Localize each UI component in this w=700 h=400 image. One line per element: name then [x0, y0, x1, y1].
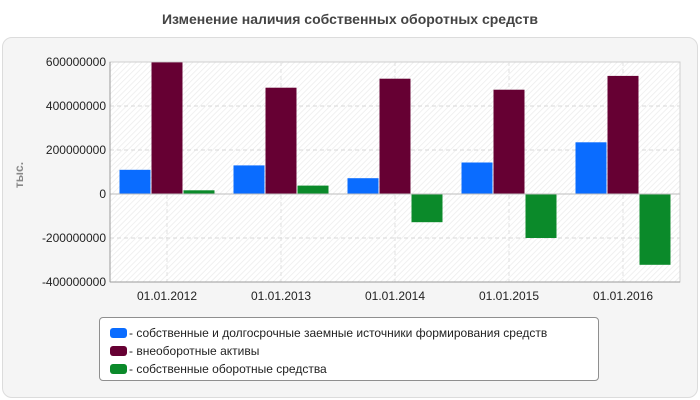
bar-s2-c3: [525, 194, 557, 238]
legend-item-sources: - собственные и долгосрочные заемные ист…: [110, 324, 588, 342]
bar-s0-c3: [461, 162, 493, 194]
legend-item-noncurrent-assets: - внеоборотные активы: [110, 342, 588, 360]
bar-s0-c1: [233, 165, 265, 194]
legend-label-working-capital: - собственные оборотные средства: [129, 362, 327, 376]
axes: [109, 62, 680, 283]
bar-s2-c0: [183, 190, 215, 194]
legend-swatch-noncurrent-assets: [110, 346, 127, 356]
bar-s1-c1: [265, 87, 297, 194]
x-tick-labels: 01.01.2012 01.01.2013 01.01.2014 01.01.2015…: [137, 289, 653, 303]
legend-label-noncurrent-assets: - внеоборотные активы: [129, 344, 260, 358]
x-tick-label-0: 01.01.2012: [137, 289, 197, 303]
legend: - собственные и долгосрочные заемные ист…: [99, 317, 599, 381]
bar-s1-c3: [493, 89, 525, 194]
bar-s0-c2: [347, 178, 379, 194]
x-tick-label-3: 01.01.2015: [479, 289, 539, 303]
bar-s2-c4: [639, 194, 671, 265]
x-tick-label-1: 01.01.2013: [251, 289, 311, 303]
bar-s1-c0: [151, 62, 183, 195]
bar-s1-c4: [607, 75, 639, 194]
y-axis-label: тыс.: [12, 161, 26, 189]
bar-s2-c2: [411, 194, 443, 223]
x-tick-label-2: 01.01.2014: [365, 289, 425, 303]
bar-s0-c0: [119, 169, 151, 194]
y-tick-labels: 600000000 400000000 200000000 0 -200000000 -4…: [42, 55, 106, 289]
legend-swatch-working-capital: [110, 364, 127, 374]
legend-label-sources: - собственные и долгосрочные заемные ист…: [129, 326, 548, 340]
y-tick-label-3: 0: [99, 187, 106, 201]
bars: [119, 62, 671, 265]
y-tick-label-5: -400000000: [42, 275, 106, 289]
bar-s1-c2: [379, 78, 411, 194]
y-tick-label-0: 600000000: [46, 55, 106, 69]
bar-s2-c1: [297, 185, 329, 194]
chart-title: Изменение наличия собственных оборотных …: [161, 11, 539, 27]
y-tick-label-1: 400000000: [46, 99, 106, 113]
y-tick-label-2: 200000000: [46, 143, 106, 157]
legend-item-working-capital: - собственные оборотные средства: [110, 360, 588, 378]
x-tick-label-4: 01.01.2016: [593, 289, 653, 303]
legend-swatch-sources: [110, 328, 127, 338]
bar-s0-c4: [575, 142, 607, 194]
y-tick-label-4: -200000000: [42, 231, 106, 245]
